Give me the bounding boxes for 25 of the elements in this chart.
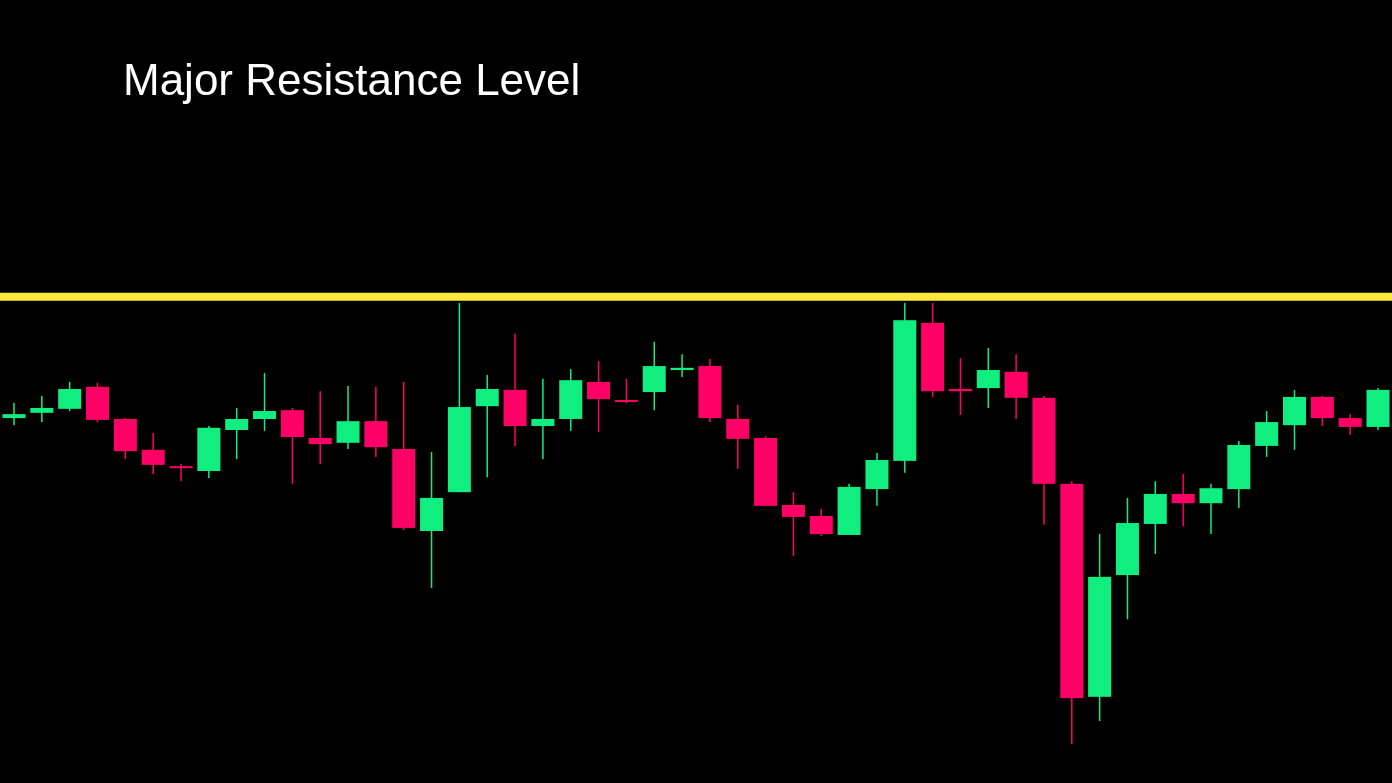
candlestick: [1199, 483, 1223, 535]
candlestick: [614, 378, 638, 404]
candlestick: [726, 404, 750, 470]
candlestick: [781, 491, 805, 557]
candlestick: [2, 402, 26, 426]
candlestick: [58, 381, 82, 412]
candlestick: [1310, 395, 1334, 427]
candlestick: [948, 357, 972, 416]
candlestick: [253, 372, 277, 432]
candlestick: [141, 432, 165, 475]
candlestick: [1255, 410, 1279, 458]
candlestick: [670, 353, 694, 378]
candlestick: [30, 395, 54, 423]
candlestick: [976, 347, 1000, 409]
candlestick: [169, 463, 193, 482]
chart-title: Major Resistance Level: [123, 55, 581, 104]
candlestick: [809, 508, 833, 537]
candlestick: [475, 374, 499, 478]
candlestick: [1171, 473, 1195, 527]
candlestick: [225, 407, 249, 460]
candlestick: [531, 378, 555, 460]
candlestick: [308, 390, 332, 465]
candlestick: [587, 360, 611, 433]
candlestick: [1338, 413, 1362, 436]
candlestick: [336, 385, 360, 450]
